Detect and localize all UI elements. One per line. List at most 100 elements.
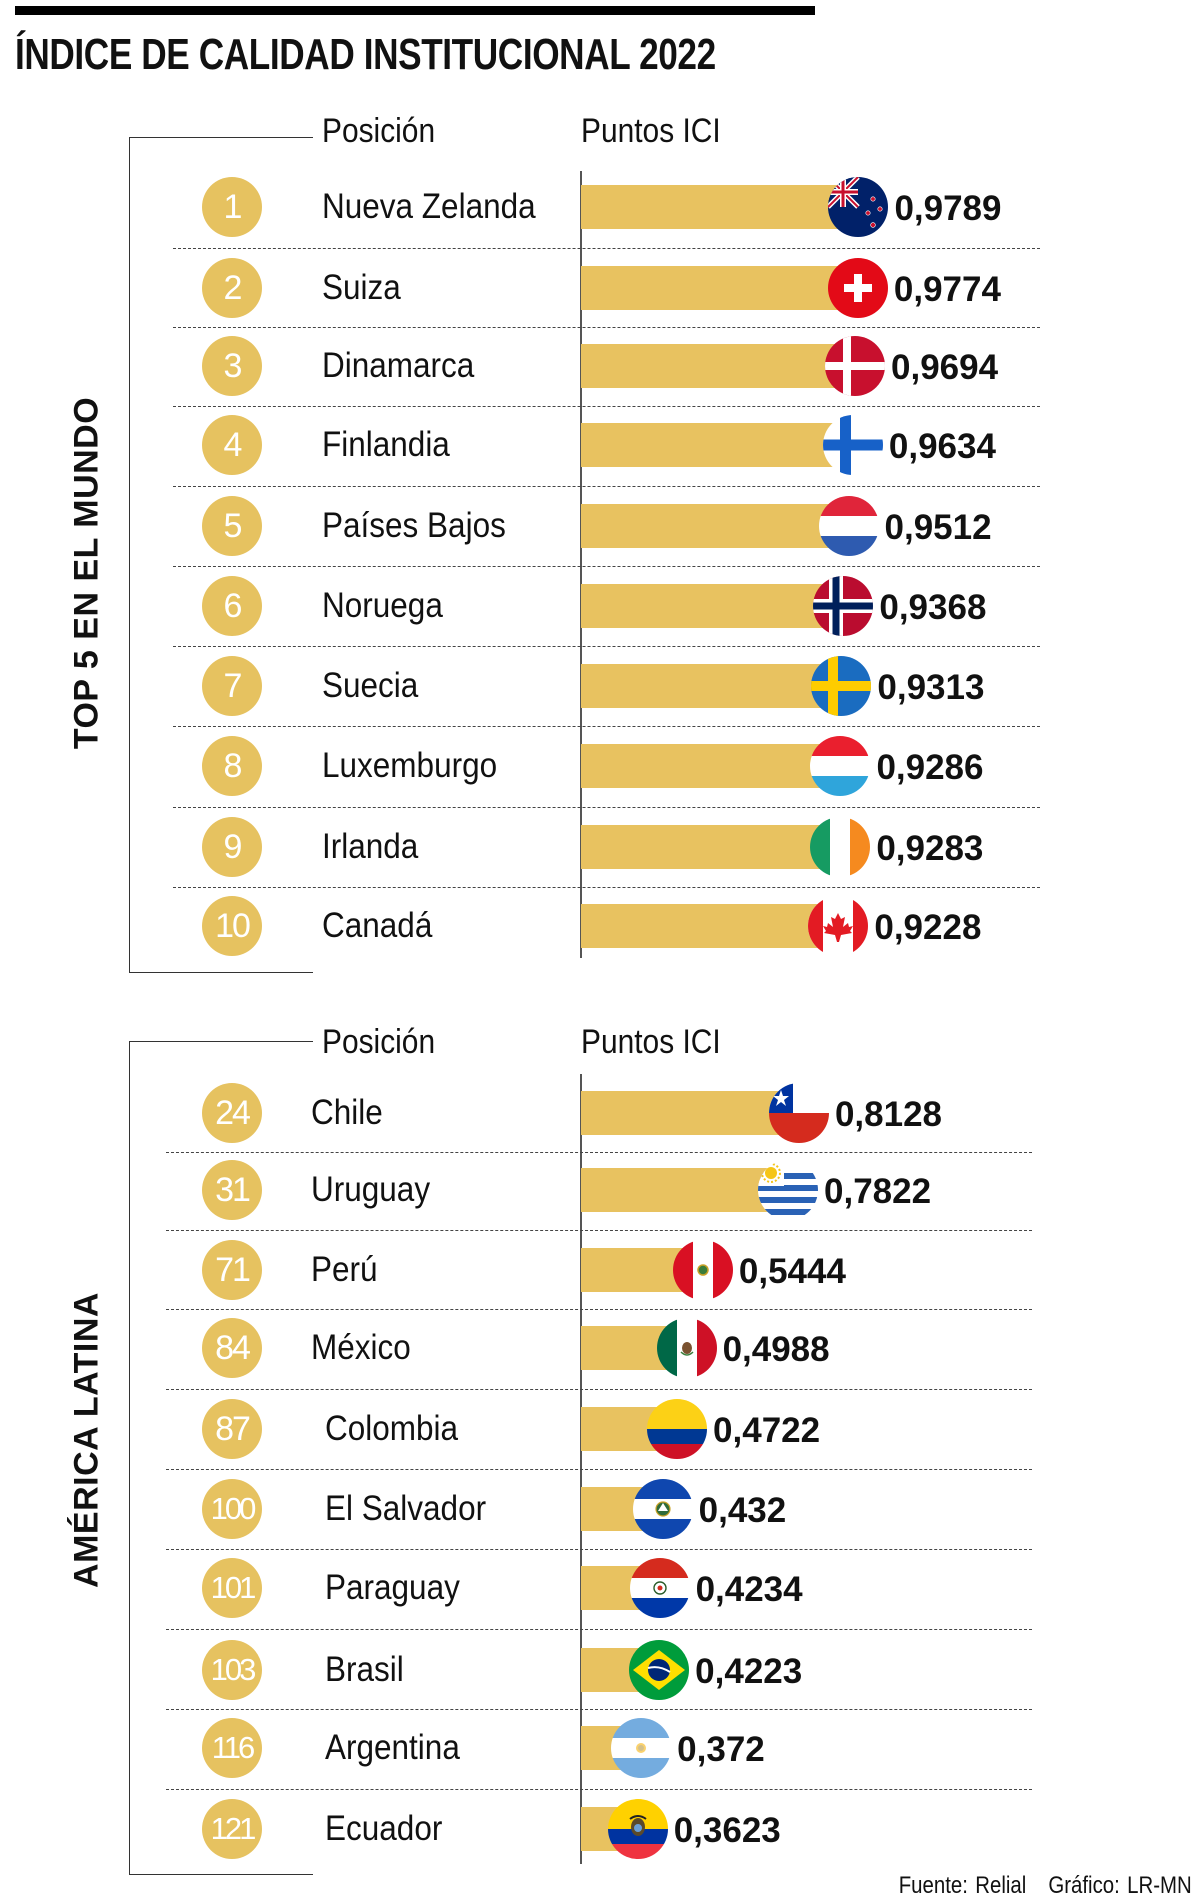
flag-paraguay-icon [629, 1558, 690, 1618]
rank-badge: 71 [202, 1240, 262, 1300]
country-name: Canadá [322, 906, 433, 945]
country-name: Uruguay [311, 1170, 431, 1209]
value-label: 0,5444 [738, 1252, 846, 1291]
bar [581, 185, 859, 229]
value-label: 0,9368 [879, 588, 987, 627]
value-label: 0,7822 [824, 1172, 932, 1211]
bar [581, 744, 841, 788]
bar [581, 504, 849, 548]
rank-badge: 121 [202, 1799, 262, 1859]
flag-switzerland-icon [827, 258, 888, 318]
flag-colombia-icon [647, 1399, 708, 1459]
flag-uruguay-icon [758, 1160, 819, 1220]
flag-denmark-icon [825, 336, 886, 396]
row-separator [166, 1629, 1032, 1630]
rank-badge: 100 [202, 1479, 262, 1539]
country-name: Perú [311, 1250, 378, 1289]
country-name: Nueva Zelanda [322, 187, 536, 226]
country-name: Noruega [322, 586, 443, 625]
country-name: Luxemburgo [322, 746, 498, 785]
bar [581, 423, 853, 467]
flag-el-salvador-icon [632, 1479, 693, 1539]
rank-badge: 8 [202, 736, 262, 796]
flag-canada-icon [808, 896, 869, 956]
row-separator [166, 1549, 1032, 1550]
flag-norway-icon [813, 576, 874, 636]
country-name: Chile [311, 1093, 383, 1132]
rank-badge: 24 [202, 1083, 262, 1143]
bar [581, 266, 858, 310]
bar [581, 344, 856, 388]
value-label: 0,8128 [834, 1095, 943, 1134]
value-label: 0,9694 [891, 348, 999, 387]
flag-sweden-icon [811, 656, 872, 716]
rank-badge: 1 [202, 177, 262, 237]
country-name: Colombia [325, 1409, 459, 1448]
value-label: 0,4223 [695, 1652, 803, 1691]
column-header-value: Puntos ICI [581, 1023, 721, 1061]
flag-new-zealand-icon [828, 177, 889, 237]
country-name: Finlandia [322, 425, 450, 464]
flag-peru-icon [672, 1240, 733, 1300]
flag-netherlands-icon [818, 496, 879, 556]
flag-argentina-icon [611, 1718, 672, 1778]
country-name: Irlanda [322, 827, 419, 866]
section-bracket [129, 137, 313, 973]
value-label: 0,372 [677, 1730, 765, 1769]
bar [581, 1168, 789, 1212]
row-separator [166, 1709, 1032, 1710]
rank-badge: 10 [202, 896, 262, 956]
flag-ireland-icon [810, 817, 871, 877]
row-separator [166, 1309, 1032, 1310]
value-label: 0,9228 [874, 908, 982, 947]
bar [581, 1091, 799, 1135]
row-separator [166, 1230, 1032, 1231]
rank-badge: 101 [202, 1558, 262, 1618]
title-rule [15, 6, 815, 15]
row-separator [173, 887, 1040, 888]
row-separator [166, 1389, 1032, 1390]
value-label: 0,4722 [713, 1411, 821, 1450]
section-bracket [129, 1041, 313, 1875]
country-name: Suecia [322, 666, 419, 705]
rank-badge: 4 [202, 415, 262, 475]
column-header-value: Puntos ICI [581, 112, 721, 150]
bar [581, 904, 839, 948]
row-separator [173, 646, 1040, 647]
row-separator [166, 1469, 1032, 1470]
rank-badge: 116 [202, 1718, 262, 1778]
credit-note: Gráfico: LR-MN [1048, 1872, 1192, 1899]
bar [581, 664, 842, 708]
rank-badge: 87 [202, 1399, 262, 1459]
row-separator [173, 406, 1040, 407]
row-separator [173, 248, 1040, 249]
value-label: 0,9774 [893, 270, 1001, 309]
value-label: 0,9512 [884, 508, 992, 547]
country-name: Brasil [325, 1650, 404, 1689]
footer: Fuente: Relial Gráfico: LR-MN [877, 1872, 1192, 1900]
column-header-position: Posición [322, 112, 436, 150]
value-label: 0,4234 [695, 1570, 803, 1609]
value-label: 0,9313 [877, 668, 985, 707]
row-separator [173, 726, 1040, 727]
country-name: México [311, 1328, 411, 1367]
value-label: 0,9789 [894, 189, 1002, 228]
rank-badge: 5 [202, 496, 262, 556]
section-label: AMÉRICA LATINA [67, 1292, 106, 1588]
rank-badge: 9 [202, 817, 262, 877]
rank-badge: 3 [202, 336, 262, 396]
value-label: 0,9283 [876, 829, 984, 868]
flag-mexico-icon [656, 1318, 717, 1378]
row-separator [166, 1152, 1032, 1153]
column-header-position: Posición [322, 1023, 436, 1061]
chart-title: ÍNDICE DE CALIDAD INSTITUCIONAL 2022 [15, 30, 716, 79]
row-separator [166, 1789, 1032, 1790]
flag-brazil-icon [629, 1640, 690, 1700]
rank-badge: 6 [202, 576, 262, 636]
rank-badge: 7 [202, 656, 262, 716]
row-separator [173, 566, 1040, 567]
flag-chile-icon [768, 1083, 829, 1143]
row-separator [173, 327, 1040, 328]
value-label: 0,3623 [673, 1811, 781, 1850]
bar [581, 584, 844, 628]
